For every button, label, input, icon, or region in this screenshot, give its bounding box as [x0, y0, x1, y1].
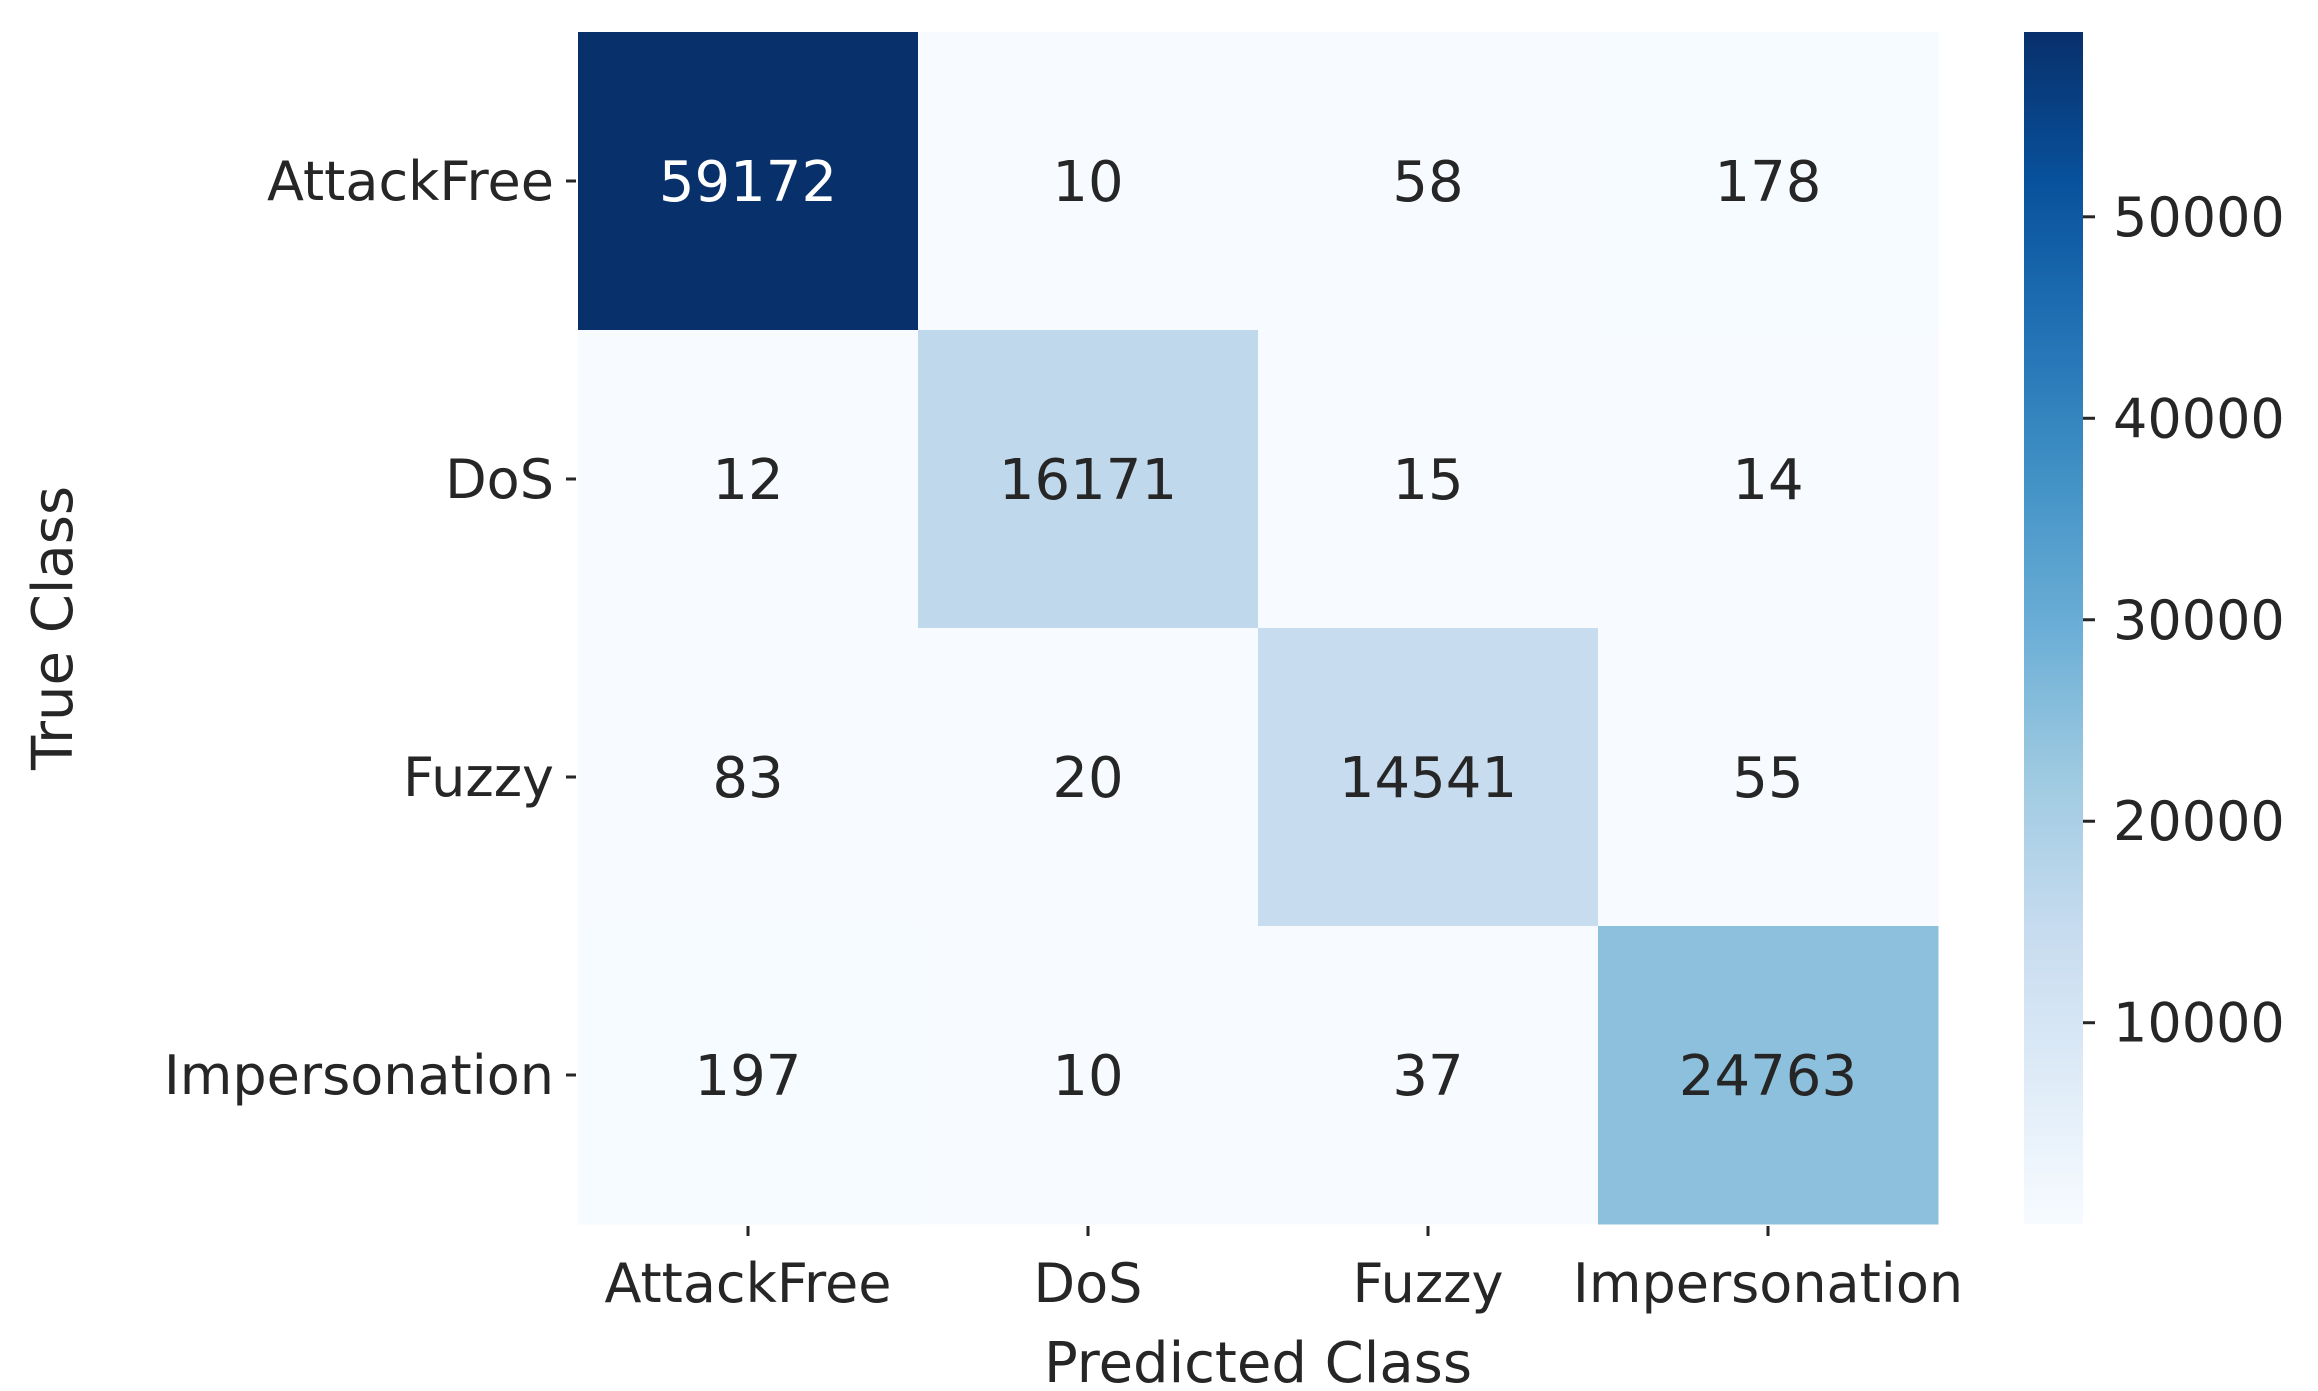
heatmap-cell-2-0: [578, 628, 919, 927]
heatmap-cell-0-1: [918, 32, 1259, 331]
cell-value-1-3: 14: [1732, 448, 1803, 513]
y-tick-label-2: Fuzzy: [403, 746, 554, 809]
cell-value-3-3: 24763: [1679, 1044, 1857, 1109]
colorbar-ticks: 10000 20000 30000 40000 50000: [2083, 186, 2285, 1055]
cell-value-3-1: 10: [1052, 1044, 1123, 1109]
colorbar-tick-label-4: 50000: [2113, 186, 2285, 249]
cell-value-2-1: 20: [1052, 746, 1123, 811]
cell-value-2-0: 83: [712, 746, 783, 811]
cell-value-0-0: 59172: [659, 150, 837, 215]
cell-value-1-0: 12: [712, 448, 783, 513]
y-tick-label-1: DoS: [445, 448, 554, 511]
colorbar-gradient: [2024, 32, 2083, 1224]
cell-value-3-0: 197: [695, 1044, 802, 1109]
cell-value-1-1: 16171: [999, 448, 1177, 513]
cell-value-0-2: 58: [1392, 150, 1463, 215]
heatmap-cell-0-3: [1598, 32, 1939, 331]
heatmap-cell-1-1: [918, 330, 1259, 629]
heatmap-cell-1-0: [578, 330, 919, 629]
cell-value-0-1: 10: [1052, 150, 1123, 215]
x-tick-label-1: DoS: [1034, 1252, 1143, 1315]
heatmap-cell-0-0: [578, 32, 919, 331]
x-tick-label-3: Impersonation: [1573, 1252, 1963, 1315]
y-axis-ticks: AttackFree DoS Fuzzy Impersonation: [164, 150, 576, 1107]
x-axis-ticks: AttackFree DoS Fuzzy Impersonation: [605, 1226, 1963, 1315]
colorbar: 10000 20000 30000 40000 50000: [2024, 32, 2285, 1224]
cell-value-0-3: 178: [1715, 150, 1822, 215]
y-axis-title: True Class: [21, 486, 86, 771]
colorbar-tick-label-2: 30000: [2113, 589, 2285, 652]
x-tick-label-2: Fuzzy: [1353, 1252, 1504, 1315]
cell-value-labels: 59172 10 58 178 12 16171 15 14 83 20 14541 55 197 10 3…: [659, 150, 1857, 1109]
heatmap-cell-2-3: [1598, 628, 1939, 927]
colorbar-tick-label-0: 10000: [2113, 992, 2285, 1055]
x-axis-title: Predicted Class: [1044, 1331, 1472, 1391]
cell-value-2-3: 55: [1732, 746, 1803, 811]
heatmap-cell-3-1: [918, 926, 1259, 1225]
heatmap-cell-3-3: [1598, 926, 1939, 1225]
x-tick-label-0: AttackFree: [605, 1252, 892, 1315]
colorbar-tick-label-1: 20000: [2113, 790, 2285, 853]
heatmap-cell-3-0: [578, 926, 919, 1225]
cell-value-3-2: 37: [1392, 1044, 1463, 1109]
cell-value-1-2: 15: [1392, 448, 1463, 513]
heatmap-cells: [578, 32, 1939, 1225]
heatmap-cell-3-2: [1258, 926, 1599, 1225]
heatmap-cell-2-2: [1258, 628, 1599, 927]
heatmap-cell-1-2: [1258, 330, 1599, 629]
y-tick-label-0: AttackFree: [267, 150, 554, 213]
y-tick-label-3: Impersonation: [164, 1044, 554, 1107]
heatmap-cell-0-2: [1258, 32, 1599, 331]
cell-value-2-2: 14541: [1339, 746, 1517, 811]
colorbar-tick-label-3: 40000: [2113, 387, 2285, 450]
heatmap-cell-2-1: [918, 628, 1259, 927]
heatmap-cell-1-3: [1598, 330, 1939, 629]
